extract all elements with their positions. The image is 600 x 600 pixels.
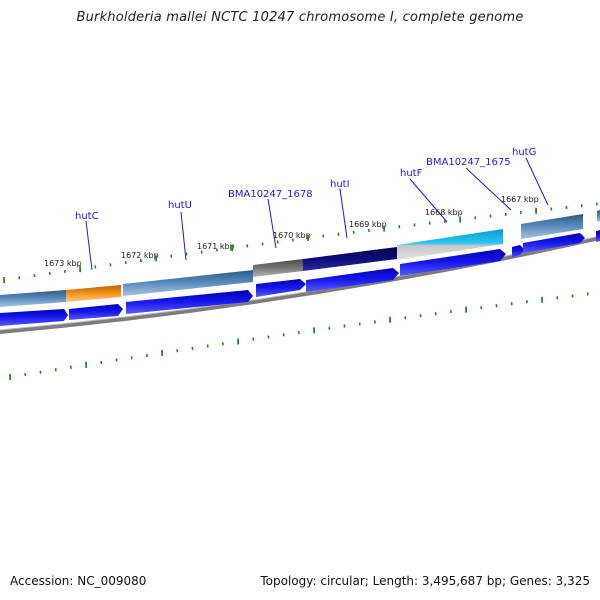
gene-block-hutC[interactable] — [66, 285, 121, 302]
cds-arrow[interactable] — [126, 290, 253, 314]
leader-line-BMA10247_1678 — [267, 198, 277, 249]
gene-label[interactable]: hutG — [512, 147, 536, 158]
gene-leader-lines — [85, 157, 549, 271]
gene-block-hutF[interactable] — [397, 229, 503, 260]
genome-title: Burkholderia mallei NCTC 10247 chromosom… — [76, 10, 524, 25]
leader-line-hutU — [180, 211, 187, 261]
tick-label: 1668 kbp — [425, 208, 463, 217]
leader-line-hutC — [85, 220, 93, 271]
gene-label[interactable]: hutC — [75, 211, 99, 222]
leader-line-hutG — [525, 157, 549, 206]
cds-arrow[interactable] — [0, 309, 68, 326]
gene-block-right[interactable] — [597, 210, 600, 222]
kbp-tick-labels: 1673 kbp 1672 kbp 1671 kbp 1670 kbp 1669… — [44, 195, 539, 268]
gene-label[interactable]: hutU — [168, 200, 192, 211]
gene-block-hutU[interactable] — [123, 270, 253, 296]
tick-label: 1671 kbp — [197, 242, 235, 251]
cds-arrow[interactable] — [256, 279, 306, 297]
gene-label[interactable]: BMA10247_1678 — [228, 189, 313, 200]
gene-label[interactable]: hutI — [330, 179, 350, 190]
forward-cds-track — [0, 230, 600, 326]
tick-row-upper — [3, 202, 598, 284]
leader-line-hutI — [339, 188, 348, 239]
cds-arrow[interactable] — [69, 304, 123, 320]
leader-line-BMA10247_1675 — [465, 167, 512, 211]
tick-label: 1670 kbp — [273, 231, 311, 240]
tick-label: 1667 kbp — [501, 195, 539, 204]
tick-label: 1672 kbp — [121, 251, 159, 260]
gene-block-hutI[interactable] — [303, 247, 397, 271]
cds-arrow[interactable] — [400, 249, 506, 276]
genome-stats-text: Topology: circular; Length: 3,495,687 bp… — [260, 574, 590, 588]
gene-block-left[interactable] — [0, 290, 66, 307]
gene-label[interactable]: hutF — [400, 168, 423, 179]
gene-labels: hutC hutU BMA10247_1678 hutI hutF BMA102… — [75, 147, 536, 222]
gene-feature-track — [0, 210, 600, 307]
cds-arrow[interactable] — [596, 230, 600, 242]
cds-arrow[interactable] — [523, 233, 585, 253]
leader-line-hutF — [409, 178, 448, 223]
tick-label: 1669 kbp — [349, 220, 387, 229]
tick-label: 1673 kbp — [44, 259, 82, 268]
accession-text: Accession: NC_009080 — [10, 574, 147, 588]
tick-row-lower — [9, 292, 589, 381]
gene-label[interactable]: BMA10247_1675 — [426, 157, 511, 168]
gene-block-hutG[interactable] — [521, 214, 583, 239]
cds-arrow[interactable] — [512, 245, 525, 258]
gene-block-BMA10247_1678[interactable] — [253, 259, 303, 277]
cds-arrow[interactable] — [306, 268, 399, 292]
